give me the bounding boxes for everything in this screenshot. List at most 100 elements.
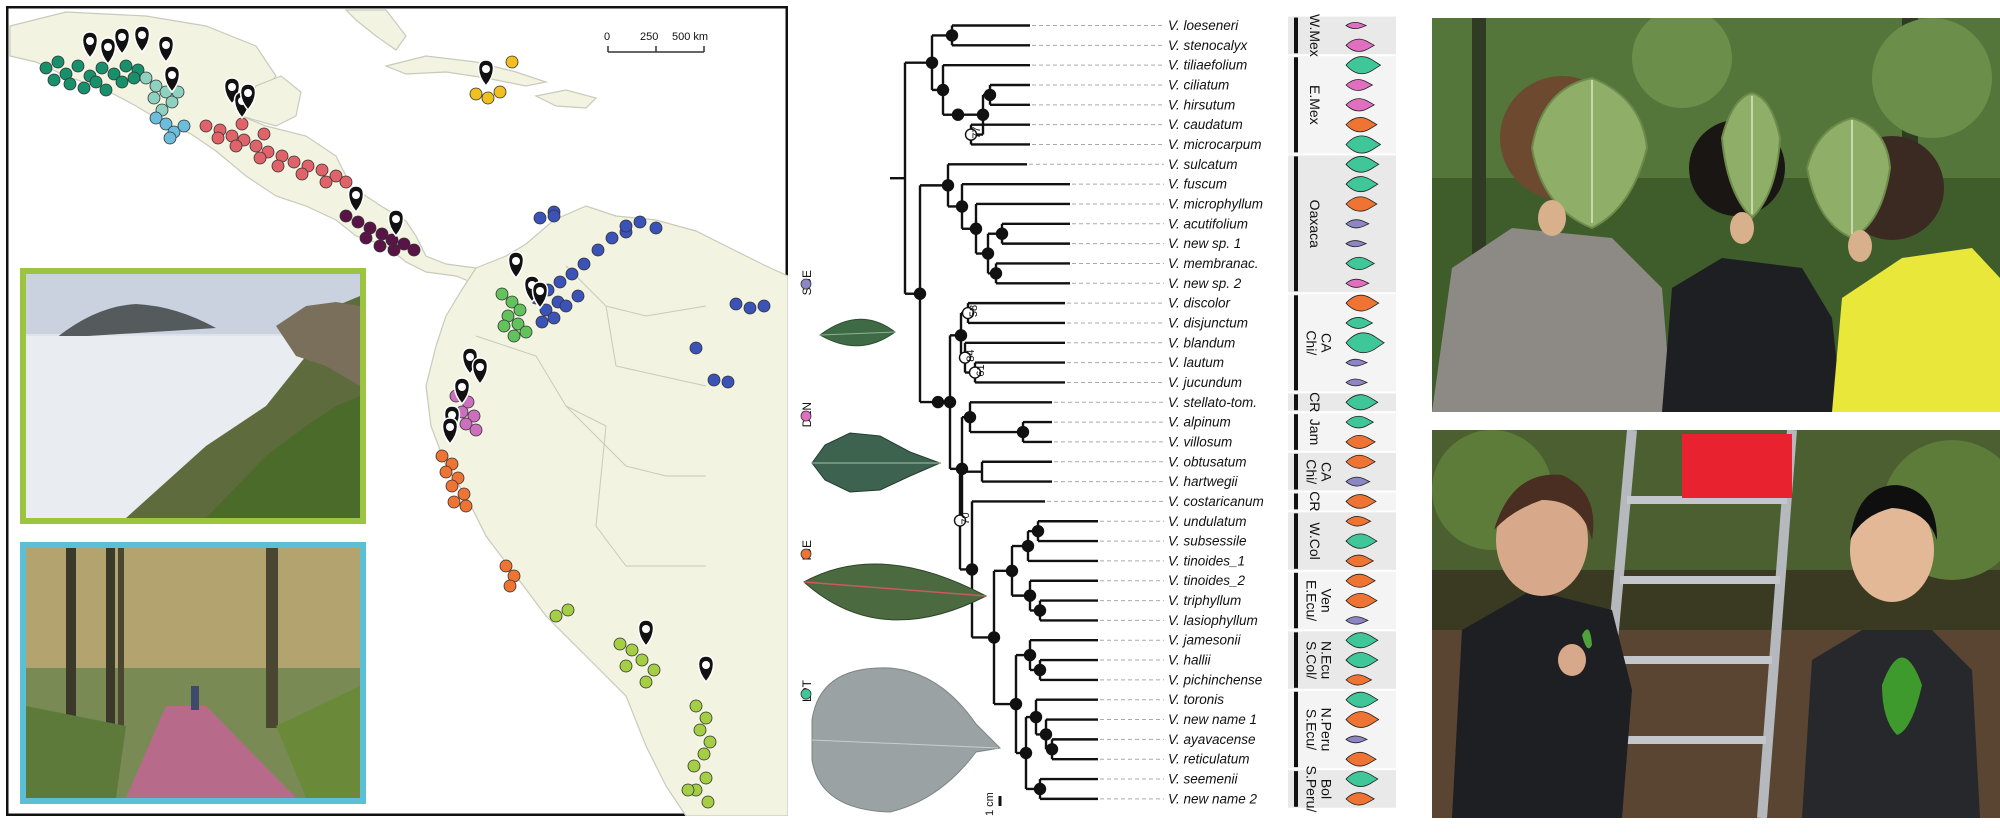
clade-label: CR [1307, 491, 1323, 511]
sampling-pin-icon [531, 281, 549, 310]
sampling-pin-icon [347, 185, 365, 214]
tree-edges [890, 24, 1098, 801]
tip-label: V. new sp. 1 [1168, 236, 1241, 251]
occurrence-point [647, 663, 661, 677]
tip-leaf-icon [1345, 135, 1382, 154]
full-support-node [969, 222, 983, 235]
tip-leaf-icon [1345, 98, 1376, 112]
tip-leaf-icon [1345, 332, 1385, 354]
full-support-node [1023, 589, 1037, 602]
clade-label: N.Peru [1319, 708, 1335, 752]
tip-label: V. undulatum [1168, 514, 1247, 529]
tip-leaf-icon [1345, 378, 1369, 387]
sampling-pin-icon [81, 31, 99, 60]
tip-label: V. jamesonii [1168, 633, 1242, 648]
full-support-node [989, 267, 1003, 280]
full-support-node [1005, 564, 1019, 578]
full-support-node [1021, 539, 1035, 553]
occurrence-point [693, 723, 707, 737]
tip-label: V. subsessile [1168, 534, 1247, 549]
tip-leaf-icon [1345, 176, 1379, 193]
occurrence-point [729, 297, 743, 311]
full-support-node [976, 108, 990, 121]
clade-band [1288, 56, 1396, 154]
tip-label: V. tinoides_1 [1168, 553, 1245, 568]
tip-leaf-icon [1345, 156, 1380, 173]
clade-label: W.Col [1307, 522, 1323, 559]
occurrence-point [707, 373, 721, 387]
full-support-node [913, 287, 927, 300]
occurrence-point [547, 311, 561, 325]
occurrence-point [591, 243, 605, 257]
clade-band [1288, 690, 1396, 769]
occurrence-point [535, 315, 549, 329]
leaf-type-legend-swatch [800, 548, 812, 560]
tip-leaf-icon [1345, 674, 1373, 686]
tip-leaf-icon [1345, 256, 1376, 271]
sampling-pin-icon [133, 25, 151, 54]
tip-label: V. obtusatum [1168, 454, 1247, 469]
clade-label: N.Ecu [1319, 641, 1335, 679]
occurrence-point [295, 167, 309, 181]
occurrence-point [177, 119, 191, 133]
occurrence-point [571, 289, 585, 303]
occurrence-point [505, 295, 519, 309]
occurrence-point [469, 87, 483, 101]
occurrence-point [71, 59, 85, 73]
occurrence-point [687, 759, 701, 773]
occurrence-point [63, 77, 77, 91]
full-support-node [1019, 746, 1033, 760]
occurrence-point [107, 67, 121, 81]
forest-path-inset [20, 542, 366, 804]
occurrence-point [493, 85, 507, 99]
occurrence-point [397, 237, 411, 251]
sampling-pin-icon [697, 655, 715, 684]
occurrence-point [253, 151, 267, 165]
clade-band [1288, 770, 1396, 808]
full-support-node [1016, 425, 1030, 439]
tip-leaf-icon [1345, 219, 1370, 229]
support-value-label: 77 [971, 126, 983, 138]
occurrence-point [315, 163, 329, 177]
clade-label: CA [1319, 462, 1335, 482]
tip-label: V. blandum [1168, 335, 1235, 350]
sampling-pin-icon [637, 619, 655, 648]
clade-band [1288, 155, 1396, 293]
occurrence-point [689, 341, 703, 355]
occurrence-point [147, 91, 161, 105]
tip-leaf-icon [1345, 751, 1377, 767]
tip-label: V. new sp. 2 [1168, 276, 1242, 291]
full-support-node [945, 29, 959, 42]
tip-leaf-icon [1345, 240, 1368, 248]
full-support-node [1023, 648, 1037, 662]
tip-label: V. new name 1 [1168, 712, 1257, 727]
full-support-node [931, 395, 945, 409]
occurrence-point [633, 215, 647, 229]
occurrence-point [149, 111, 163, 125]
tip-leaf-icon [1345, 79, 1374, 91]
tip-leaf-icon [1345, 554, 1375, 568]
tip-leaf-icon [1345, 294, 1380, 312]
tip-leaf-icon [1345, 632, 1379, 649]
tip-leaf-icon [1345, 317, 1374, 329]
tip-label: V. sulcatum [1168, 157, 1238, 172]
tip-label: V. hirsutum [1168, 97, 1235, 112]
tip-label: V. fuscum [1168, 177, 1227, 192]
occurrence-point [351, 215, 365, 229]
full-support-node [983, 88, 997, 102]
occurrence-point [549, 609, 563, 623]
occurrence-point [119, 59, 133, 73]
tip-label: V. tinoides_2 [1168, 573, 1246, 588]
clade-band [1288, 452, 1396, 491]
occurrence-point [743, 301, 757, 315]
occurrence-point [565, 267, 579, 281]
tip-leaf-icon [1345, 771, 1379, 788]
occurrence-point [635, 653, 649, 667]
full-support-node [987, 631, 1001, 644]
clade-label: Jam [1307, 419, 1323, 445]
partial-support-node [958, 351, 972, 364]
scale-label-0: 0 [604, 31, 610, 43]
full-support-node [1039, 728, 1053, 741]
tip-leaf-icon [1345, 691, 1379, 708]
full-support-node [955, 200, 969, 213]
